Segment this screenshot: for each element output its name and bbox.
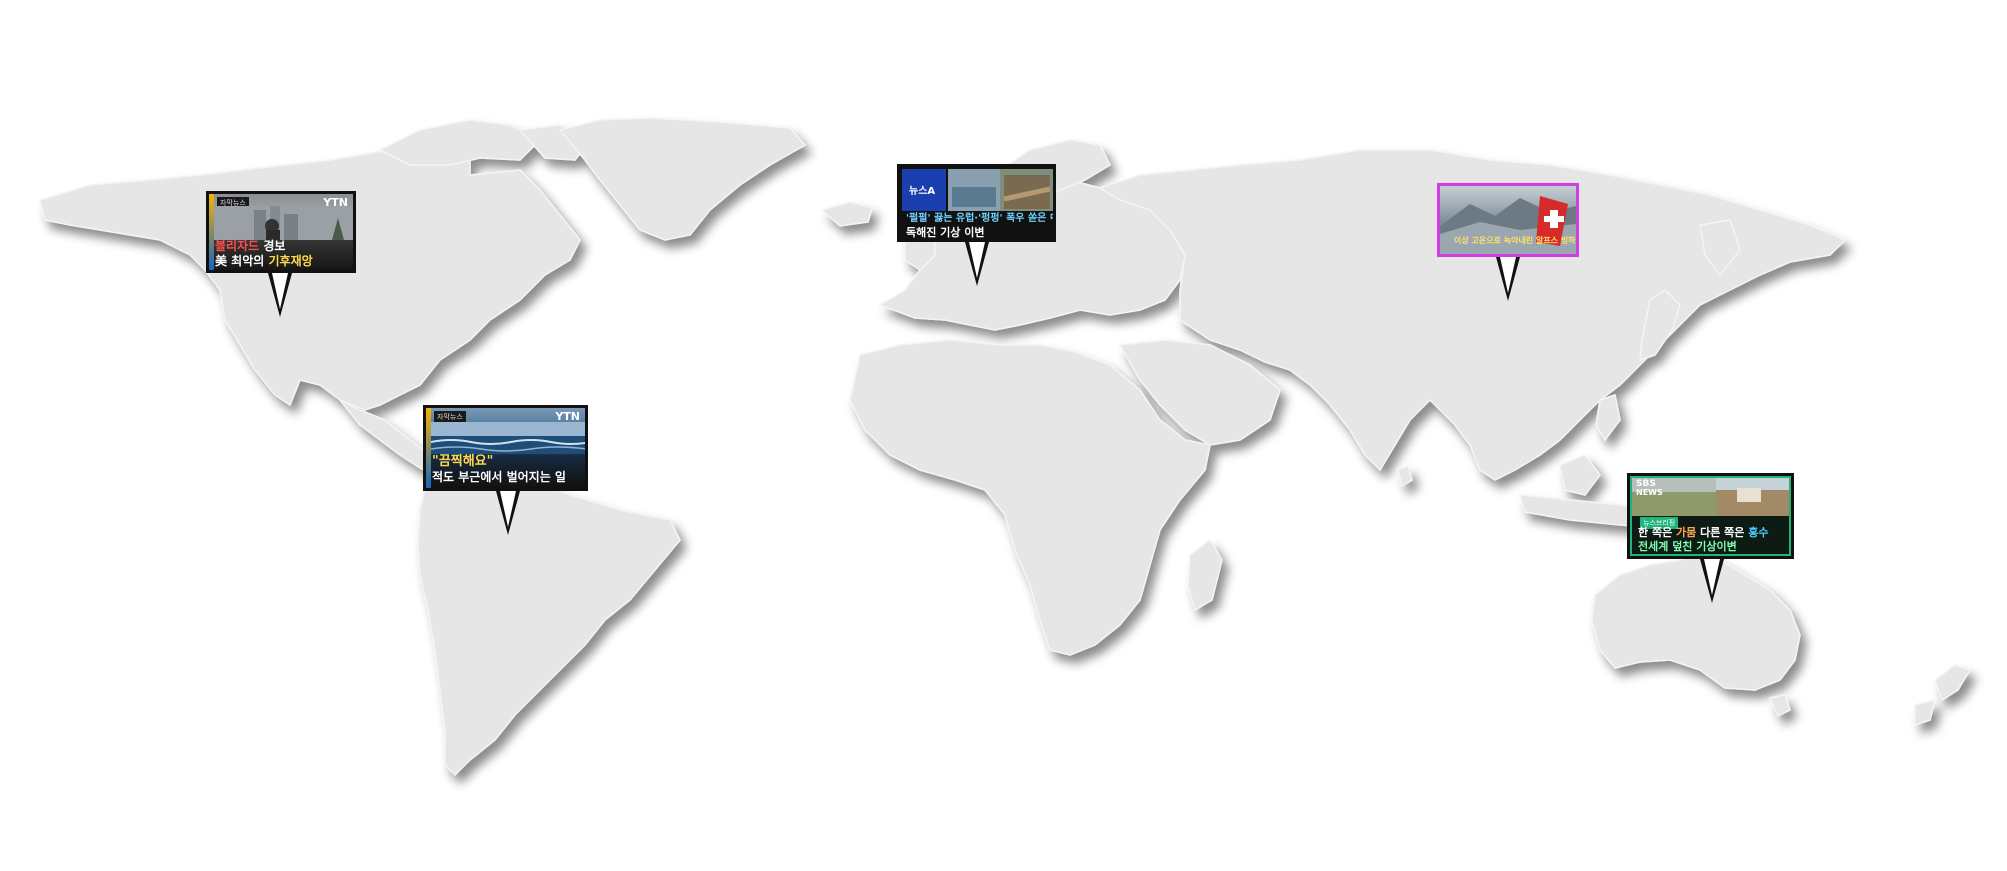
channel-logo-box: 뉴스A bbox=[902, 169, 946, 211]
sbs-logo: SBS bbox=[1636, 479, 1656, 489]
arabia-landmass bbox=[1118, 339, 1281, 446]
headline-line2: 독해진 기상 이변 bbox=[906, 226, 985, 239]
headline-line1: '펄펄' 끓는 유럽·'펑펑' 폭우 쏟은 中 bbox=[906, 213, 1056, 224]
kamchatka bbox=[1699, 219, 1741, 277]
iceland bbox=[820, 201, 873, 227]
accent-bar bbox=[426, 408, 431, 488]
thumbnail-scene bbox=[214, 206, 353, 240]
callout-asia-pointer bbox=[1496, 257, 1520, 301]
thumbnail-glacier-scene bbox=[1440, 196, 1576, 254]
callout-north-america[interactable]: 자막뉴스 YTN 블리자드 경보 美 최악의 기후재앙 bbox=[206, 191, 356, 273]
africa-landmass bbox=[849, 339, 1211, 656]
headline-line2: 전세계 덮친 기상이변 bbox=[1638, 540, 1737, 553]
callout-south-america-pointer bbox=[496, 491, 520, 535]
news-a-logo: 뉴스A bbox=[909, 186, 936, 197]
headline-line1: 블리자드 경보 bbox=[215, 239, 286, 253]
greenland-landmass bbox=[558, 117, 807, 241]
callout-oceania[interactable]: SBS NEWS 뉴스브리핑 한 쪽은 가뭄 다른 쪽은 홍수 전세계 덮친 기… bbox=[1627, 473, 1794, 559]
headline-line2: 적도 부근에서 벌어지는 일 bbox=[432, 470, 566, 484]
japan bbox=[1639, 289, 1681, 362]
accent-bar bbox=[209, 194, 214, 270]
borneo bbox=[1559, 454, 1601, 496]
north-america-landmass bbox=[39, 139, 581, 411]
ytn-logo: YTN bbox=[323, 196, 348, 209]
callout-europe-pointer bbox=[965, 242, 989, 286]
thumbnail-flood-scene bbox=[948, 169, 1053, 211]
headline-line1: "끔찍해요" bbox=[432, 454, 494, 469]
caption: 이상 고온으로 녹아내린 알프스 빙하 bbox=[1454, 236, 1576, 245]
thumbnail-drought-flood-scene bbox=[1632, 478, 1789, 516]
australia-landmass bbox=[1591, 554, 1801, 691]
headline-line2: 美 최악의 기후재앙 bbox=[215, 254, 313, 268]
teal-frame bbox=[1630, 476, 1791, 556]
callout-asia[interactable]: 이상 고온으로 녹아내린 알프스 빙하 bbox=[1437, 183, 1579, 257]
thumbnail-sea-scene bbox=[431, 422, 585, 454]
callout-north-america-pointer bbox=[268, 273, 292, 317]
arctic-islands bbox=[378, 119, 542, 166]
madagascar bbox=[1187, 538, 1223, 612]
headline-line1: 한 쪽은 가뭄 다른 쪽은 홍수 bbox=[1638, 526, 1769, 539]
tasmania bbox=[1768, 694, 1791, 718]
sbs-logo-sub: NEWS bbox=[1636, 488, 1663, 497]
news-tag: 자막뉴스 bbox=[434, 411, 466, 423]
callout-south-america[interactable]: 자막뉴스 YTN "끔찍해요" 적도 부근에서 벌어지는 일 bbox=[423, 405, 588, 491]
callout-oceania-pointer bbox=[1700, 559, 1724, 603]
news-tag: 뉴스브리핑 bbox=[1640, 517, 1679, 529]
asia-landmass bbox=[1098, 149, 1847, 481]
ytn-logo: YTN bbox=[555, 410, 580, 423]
philippines bbox=[1595, 394, 1621, 442]
callout-europe[interactable]: 뉴스A '펄펄' 끓는 유럽·'펑펑' 폭우 쏟은 中 독해진 기상 이변 bbox=[897, 164, 1056, 242]
sri-lanka bbox=[1397, 464, 1413, 488]
new-zealand bbox=[1914, 664, 1972, 727]
south-america-landmass bbox=[417, 464, 681, 777]
